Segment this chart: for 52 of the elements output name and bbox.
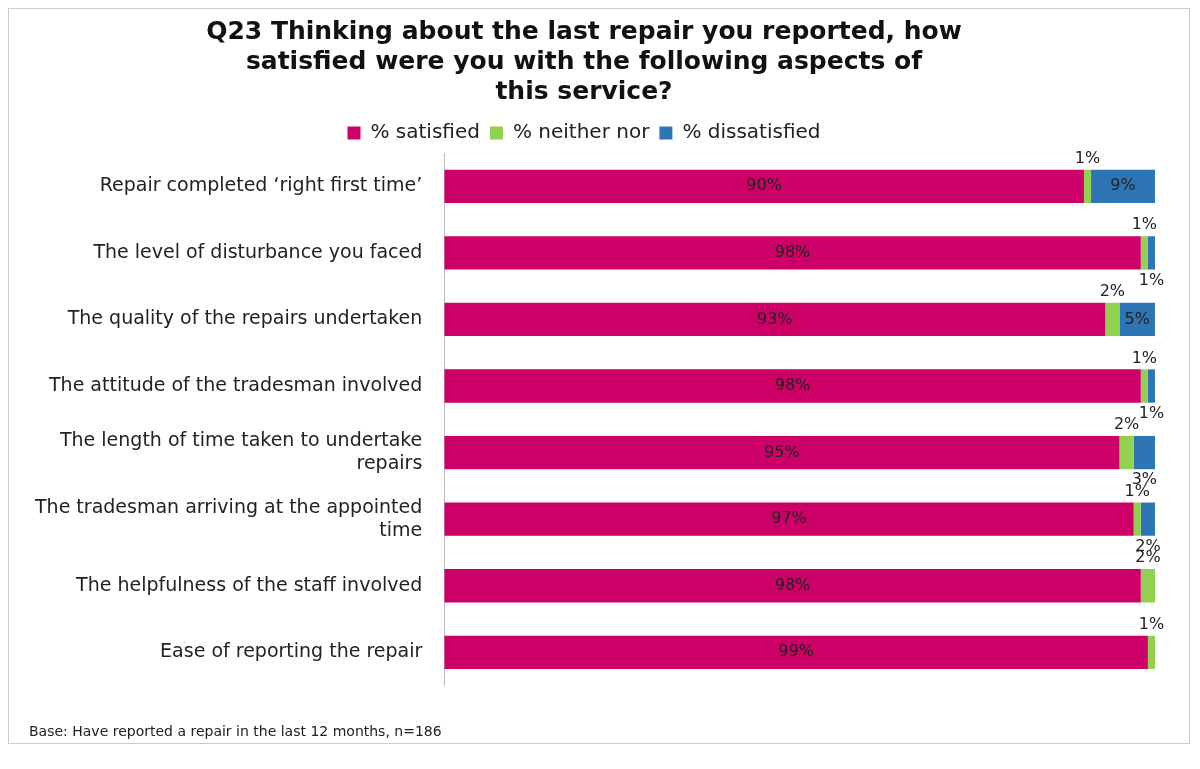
data-label: 1% bbox=[1138, 402, 1165, 422]
data-label: 2% bbox=[1113, 414, 1140, 434]
bar bbox=[1140, 569, 1155, 603]
data-label: 98% bbox=[774, 574, 811, 594]
y-tick-label: Repair completed ‘right first time’ bbox=[99, 173, 423, 196]
bar bbox=[444, 302, 1106, 337]
legend-label: % satisfied bbox=[370, 119, 480, 144]
bar bbox=[1147, 369, 1155, 403]
data-label: 97% bbox=[771, 508, 807, 528]
y-tick-label: The helpfulness of the staff involved bbox=[75, 572, 423, 595]
text: Base: Have reported a repair in the last 12 months, n=186 bbox=[28, 722, 443, 741]
data-label: 90% bbox=[746, 175, 782, 195]
bar bbox=[1091, 169, 1155, 203]
bar bbox=[1140, 502, 1155, 536]
chart-title: Q23 Thinking about the last repair you reported, how satisfied were you with the following aspects of this service? bbox=[206, 15, 962, 105]
y-tick-label: Ease of reporting the repair bbox=[160, 639, 423, 662]
bar bbox=[444, 169, 1084, 203]
bar bbox=[1140, 369, 1148, 403]
bar bbox=[444, 369, 1141, 403]
bar bbox=[444, 569, 1141, 603]
data-label: 1% bbox=[1138, 613, 1165, 633]
legend-label: % dissatisfied bbox=[682, 119, 821, 144]
bar bbox=[444, 435, 1120, 470]
legend-label: % neither nor bbox=[512, 119, 651, 144]
data-label: 98% bbox=[774, 375, 811, 395]
data-label: 93% bbox=[756, 308, 793, 328]
data-label: 2% bbox=[1099, 280, 1126, 300]
bar bbox=[444, 502, 1134, 536]
y-tick-label: The tradesman arriving at the appointed time bbox=[33, 494, 423, 540]
bar bbox=[1147, 635, 1155, 669]
bar bbox=[444, 635, 1148, 669]
y-tick-label: The quality of the repairs undertaken bbox=[66, 306, 423, 329]
bar bbox=[444, 236, 1141, 270]
data-label: 1% bbox=[1074, 147, 1101, 167]
y-tick-label: The attitude of the tradesman involved bbox=[47, 372, 423, 395]
y-tick-label: The length of time taken to undertake repairs bbox=[58, 428, 423, 473]
data-label: 1% bbox=[1131, 214, 1158, 234]
bar bbox=[1133, 435, 1155, 470]
data-label: 1% bbox=[1131, 347, 1158, 367]
data-label: 5% bbox=[1124, 308, 1150, 328]
data-label: 99% bbox=[778, 641, 814, 661]
data-label: 98% bbox=[774, 242, 811, 262]
bar bbox=[1133, 502, 1141, 536]
data-label: 1% bbox=[1138, 269, 1165, 289]
data-label: 95% bbox=[764, 441, 800, 461]
data-label: 9% bbox=[1110, 175, 1136, 195]
bar bbox=[1083, 169, 1092, 203]
bar bbox=[1147, 236, 1155, 270]
bar bbox=[1105, 302, 1120, 337]
bar bbox=[1140, 236, 1148, 270]
bar bbox=[1119, 435, 1134, 470]
y-tick-label: The level of disturbance you faced bbox=[92, 239, 423, 262]
